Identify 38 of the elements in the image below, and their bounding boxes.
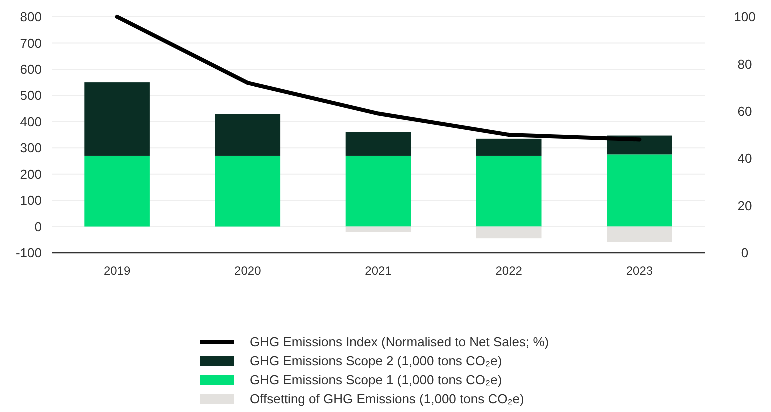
y-tick-label: 0 [34,219,42,234]
y2-tick-label: 20 [738,198,752,214]
bar [84,82,150,156]
y-tick-label: -100 [16,246,42,261]
legend-label: GHG Emissions Index (Normalised to Net Sales; %) [250,334,550,350]
legend-label: GHG Emissions Scope 2 (1,000 tons CO₂e) [250,354,502,369]
bar [476,156,542,227]
line-series [115,15,642,142]
y-tick-label: 100 [20,193,42,208]
x-tick-label: 2022 [496,264,523,278]
bar [607,154,672,227]
bar [476,138,542,156]
y-tick-label: 300 [20,140,42,156]
y-tick-label: 200 [20,166,42,182]
bar [346,156,412,227]
y2-tick-label: 100 [734,10,756,25]
y-tick-label: 400 [20,114,42,130]
x-tick-label: 2023 [626,264,654,278]
bar [346,132,412,156]
bar [215,114,281,156]
y2-tick-label: 80 [738,56,752,72]
bar [607,226,672,243]
x-tick-label: 2019 [104,264,131,278]
x-tick-label: 2021 [365,264,392,278]
y2-tick-label: 40 [738,151,752,166]
bar [476,226,542,239]
y2-tick-label: 60 [738,104,752,119]
legend-label: GHG Emissions Scope 1 (1,000 tons CO₂e) [250,372,502,388]
y-tick-label: 500 [20,88,42,104]
x-tick-label: 2020 [234,264,262,278]
bar [346,226,412,232]
bar [215,156,281,227]
y-tick-label: 600 [20,62,42,77]
legend-label: Offsetting of GHG Emissions (1,000 tons CO₂e) [250,392,524,407]
y-tick-label: 800 [20,10,42,25]
y-tick-label: 700 [20,36,42,51]
bar [84,156,150,227]
y2-tick-label: 0 [741,246,749,261]
